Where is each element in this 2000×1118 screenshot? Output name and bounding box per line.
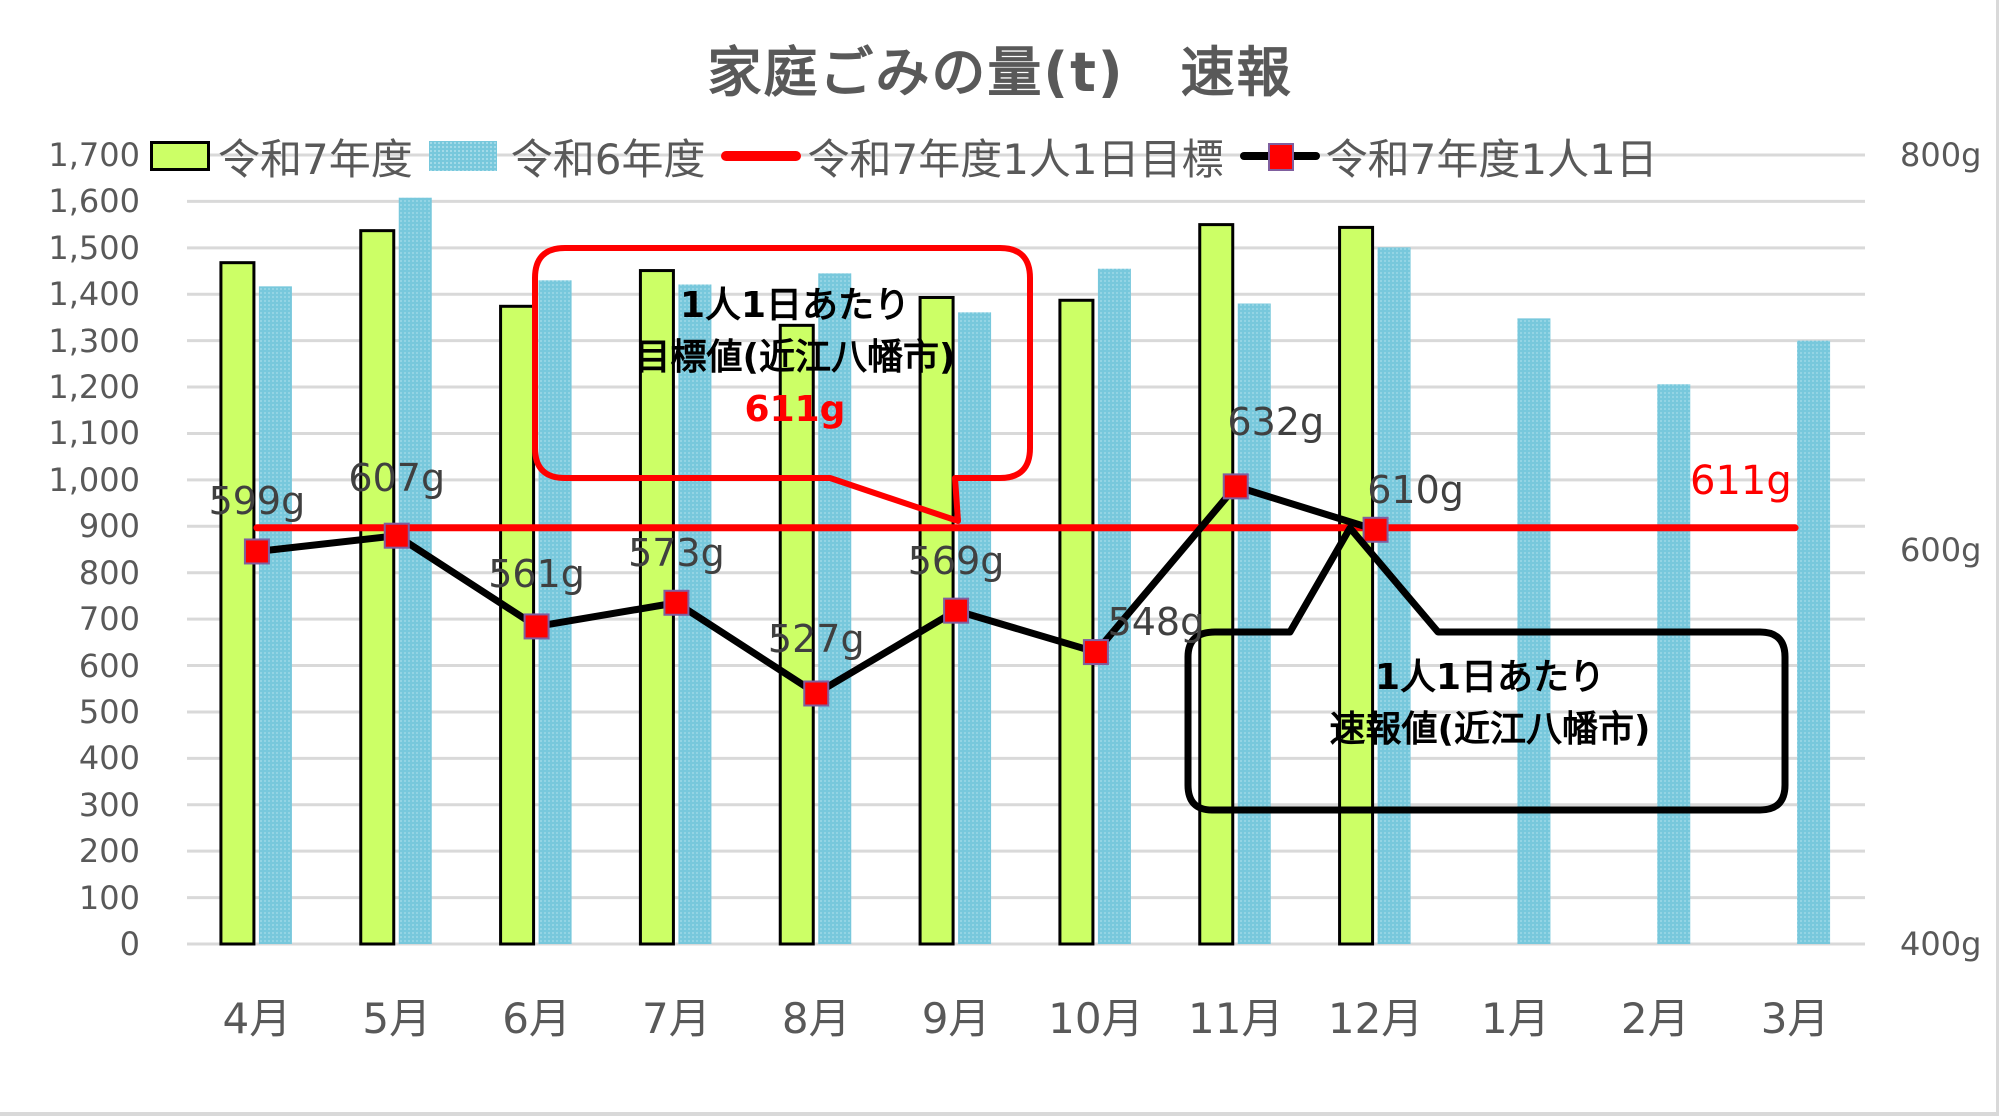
bar-r6-8月 — [818, 273, 852, 945]
bar-r7-11月 — [1198, 223, 1235, 946]
x-tick-label: 5月 — [362, 994, 432, 1043]
bar-r6-11月 — [1237, 303, 1271, 944]
per-capita-data-label: 569g — [907, 538, 1005, 583]
y-tick-label: 1,700 — [48, 136, 140, 174]
per-capita-marker — [523, 613, 550, 640]
per-capita-data-label: 610g — [1367, 467, 1464, 512]
per-capita-marker — [1222, 473, 1249, 500]
bar-r6-9月 — [958, 312, 992, 944]
target-callout-line2: 目標値(近江八幡市) — [634, 337, 956, 378]
target-callout-box — [532, 245, 1033, 524]
preliminary-callout-text: 1人1日あたり 速報値(近江八幡市) — [1190, 652, 1790, 756]
legend: 令和7年度 令和6年度 令和7年度1人1日目標 令和7年度1人1日 — [150, 128, 1674, 184]
legend-item-r7[interactable]: 令和7年度 — [150, 126, 413, 187]
legend-item-r6[interactable]: 令和6年度 — [428, 126, 706, 187]
y2-tick-label: 800g — [1900, 136, 1982, 174]
legend-label-r7: 令和7年度 — [218, 134, 413, 184]
legend-label-r6: 令和6年度 — [510, 134, 706, 184]
chart-title: 家庭ごみの量(t) 速報 — [707, 41, 1293, 104]
x-tick-label: 6月 — [502, 994, 571, 1043]
y-tick-label: 1,000 — [48, 460, 140, 499]
y-tick-label: 200 — [78, 832, 140, 871]
per-capita-data-label: 599g — [208, 479, 306, 524]
x-tick-label: 4月 — [222, 994, 292, 1043]
per-capita-data-label: 632g — [1227, 400, 1325, 445]
bar-r7-12月 — [1338, 225, 1375, 946]
legend-item-target[interactable]: 令和7年度1人1日目標 — [721, 126, 1224, 187]
per-capita-marker — [1082, 639, 1109, 666]
y-tick-label: 1,300 — [48, 321, 140, 360]
target-callout-line1: 1人1日あたり — [679, 285, 911, 326]
x-tick-label: 10月 — [1048, 994, 1144, 1043]
per-capita-marker — [803, 680, 830, 707]
per-capita-data-label: 607g — [348, 455, 446, 500]
legend-label-per-capita: 令和7年度1人1日 — [1325, 134, 1658, 184]
y-tick-label: 1,200 — [48, 368, 140, 407]
preliminary-callout-line2: 速報値(近江八幡市) — [1329, 709, 1651, 750]
bar-r6-4月 — [258, 286, 292, 944]
y-tick-label: 300 — [78, 785, 140, 824]
x-tick-label: 8月 — [781, 994, 851, 1043]
y-tick-label: 800 — [78, 553, 140, 592]
preliminary-callout-box — [1184, 524, 1789, 814]
y-tick-label: 600 — [78, 646, 140, 685]
y-tick-label: 500 — [78, 692, 140, 731]
y-tick-label: 400 — [78, 739, 140, 778]
x-tick-label: 11月 — [1188, 994, 1284, 1043]
target-callout-text: 1人1日あたり 目標値(近江八幡市) 611g — [560, 280, 1030, 436]
per-capita-data-label: 573g — [628, 530, 725, 575]
per-capita-marker — [383, 522, 410, 549]
y-tick-label: 700 — [78, 600, 140, 639]
per-capita-marker — [943, 597, 970, 624]
legend-swatch-r7 — [150, 141, 210, 171]
per-capita-data-label: 548g — [1107, 600, 1205, 645]
y-tick-label: 1,600 — [48, 182, 140, 221]
bar-r6-6月 — [538, 280, 572, 944]
per-capita-data-label: 561g — [488, 552, 585, 597]
x-tick-label: 9月 — [921, 994, 991, 1043]
bar-r7-5月 — [359, 229, 396, 946]
legend-item-per-capita[interactable]: 令和7年度1人1日 — [1239, 126, 1658, 187]
x-tick-label: 3月 — [1760, 994, 1830, 1043]
y-tick-label: 900 — [78, 507, 140, 546]
preliminary-callout-line1: 1人1日あたり — [1374, 657, 1606, 698]
bar-r6-3月 — [1797, 340, 1831, 944]
y-tick-label: 1,400 — [48, 275, 140, 314]
per-capita-marker — [243, 538, 270, 565]
per-capita-data-label: 527g — [767, 617, 865, 662]
bar-r6-10月 — [1097, 268, 1131, 944]
target-callout-value: 611g — [744, 389, 846, 430]
y-tick-label: 1,100 — [48, 414, 140, 453]
bar-r6-5月 — [398, 197, 432, 944]
x-tick-label: 2月 — [1620, 994, 1690, 1043]
legend-swatch-r6 — [428, 141, 497, 171]
y-tick-label: 0 — [119, 925, 140, 963]
per-capita-marker — [663, 589, 690, 616]
x-tick-label: 12月 — [1327, 994, 1424, 1043]
legend-label-target: 令和7年度1人1日目標 — [807, 134, 1224, 184]
y2-tick-label: 400g — [1900, 925, 1982, 963]
x-tick-label: 1月 — [1481, 994, 1550, 1043]
y-tick-label: 100 — [78, 878, 140, 917]
y-tick-label: 1,500 — [48, 228, 140, 267]
target-line-label: 611g — [1690, 458, 1792, 504]
y2-tick-label: 600g — [1900, 530, 1982, 569]
x-tick-label: 7月 — [642, 994, 711, 1043]
bar-r6-2月 — [1657, 384, 1691, 944]
bar-r7-4月 — [219, 261, 256, 946]
bar-r7-8月 — [778, 323, 815, 946]
per-capita-marker — [1362, 516, 1389, 543]
bar-r7-10月 — [1058, 298, 1095, 946]
legend-swatch-per-capita — [1239, 141, 1320, 171]
legend-swatch-target — [721, 151, 802, 161]
